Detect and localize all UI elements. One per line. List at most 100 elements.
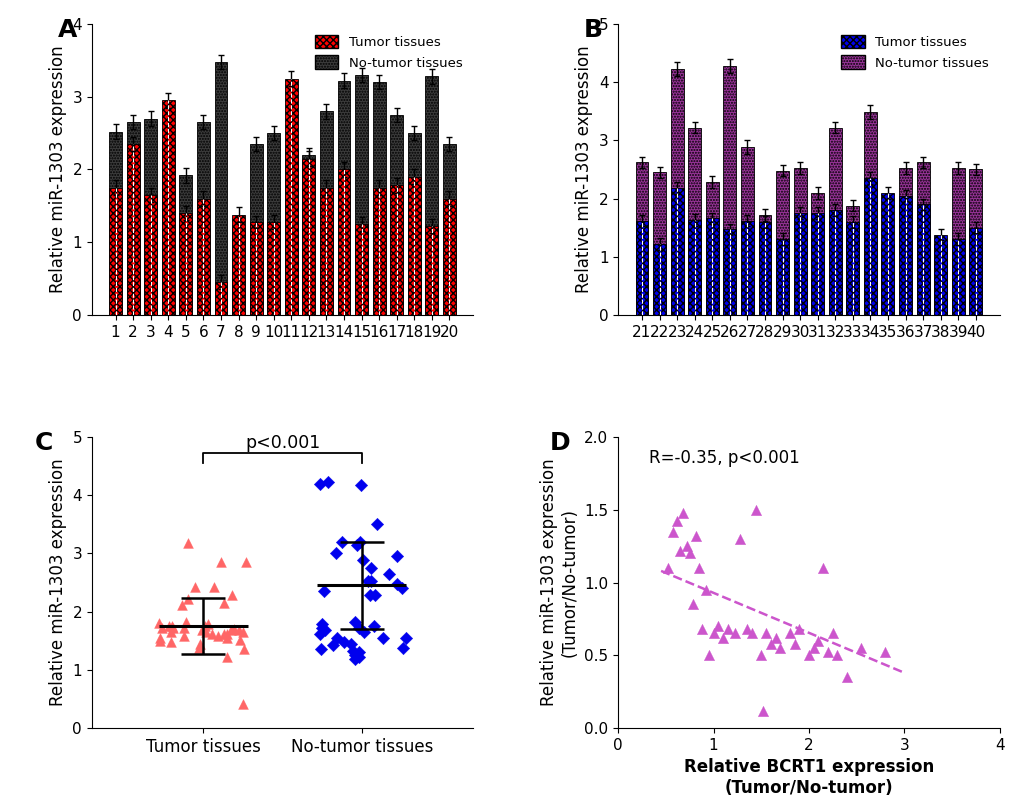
Bar — [916, 162, 928, 315]
Point — [791, 622, 807, 635]
Point — [180, 537, 197, 550]
Point — [197, 619, 213, 632]
Bar — [320, 188, 332, 315]
Point — [329, 631, 345, 644]
Bar — [442, 198, 455, 315]
Point — [809, 634, 825, 647]
Bar — [916, 204, 928, 315]
Bar — [775, 239, 789, 315]
Bar — [179, 175, 193, 315]
Legend: Tumor tissues, No-tumor tissues: Tumor tissues, No-tumor tissues — [837, 30, 993, 74]
Point — [234, 626, 251, 638]
Bar — [775, 170, 789, 315]
Point — [664, 526, 681, 538]
Point — [786, 638, 802, 650]
Point — [752, 649, 768, 662]
Point — [748, 503, 764, 516]
Point — [346, 616, 363, 629]
Bar — [162, 140, 174, 315]
Point — [363, 575, 379, 588]
Bar — [863, 113, 876, 315]
Point — [356, 626, 372, 638]
Bar — [144, 118, 157, 315]
Point — [362, 589, 378, 602]
Point — [684, 598, 700, 610]
Point — [232, 633, 249, 646]
Point — [176, 622, 193, 634]
Bar — [302, 155, 315, 315]
Bar — [688, 127, 700, 315]
Text: D: D — [549, 431, 570, 455]
Text: A: A — [57, 18, 76, 42]
Bar — [442, 144, 455, 315]
Bar — [126, 144, 140, 315]
Point — [876, 646, 893, 658]
Point — [352, 535, 368, 548]
Point — [852, 642, 868, 654]
Point — [152, 634, 168, 647]
Bar — [267, 133, 280, 315]
Point — [198, 626, 214, 638]
Point — [762, 638, 779, 650]
Point — [152, 631, 168, 644]
Bar — [671, 70, 683, 315]
Legend: Tumor tissues, No-tumor tissues: Tumor tissues, No-tumor tissues — [311, 30, 466, 74]
Point — [388, 550, 405, 562]
Text: C: C — [35, 431, 53, 455]
Point — [316, 585, 332, 598]
Point — [380, 567, 396, 580]
Bar — [179, 213, 193, 315]
Bar — [232, 214, 245, 315]
Point — [348, 538, 365, 551]
Bar — [635, 162, 648, 315]
Bar — [810, 213, 823, 315]
Bar — [705, 218, 718, 315]
Point — [366, 589, 382, 602]
Bar — [232, 228, 245, 315]
Point — [151, 617, 167, 630]
Point — [732, 533, 748, 546]
Bar — [951, 239, 964, 315]
Bar — [390, 186, 403, 315]
Point — [312, 643, 328, 656]
Point — [351, 646, 367, 658]
Bar — [250, 222, 262, 315]
Text: B: B — [583, 18, 602, 42]
Point — [213, 556, 229, 569]
Bar — [337, 81, 351, 315]
Bar — [722, 66, 736, 315]
Point — [327, 547, 343, 560]
Point — [312, 627, 328, 640]
Point — [177, 616, 194, 629]
Bar — [933, 244, 947, 315]
Point — [363, 562, 379, 574]
Bar — [671, 188, 683, 315]
Point — [738, 622, 754, 635]
Point — [317, 624, 333, 637]
Bar — [705, 182, 718, 315]
Bar — [828, 210, 841, 315]
Point — [743, 627, 759, 640]
Bar — [408, 177, 420, 315]
Point — [313, 618, 329, 631]
Bar — [355, 75, 368, 315]
Point — [766, 631, 783, 644]
Point — [193, 638, 209, 650]
Point — [366, 620, 382, 633]
Point — [360, 575, 376, 588]
Y-axis label: Relative miR-1303 expression: Relative miR-1303 expression — [575, 46, 593, 294]
Bar — [722, 230, 736, 315]
Bar — [635, 221, 648, 315]
Bar — [688, 220, 700, 315]
Bar — [109, 188, 122, 315]
Point — [351, 650, 367, 663]
Point — [161, 620, 177, 633]
Bar — [214, 62, 227, 315]
Point — [823, 627, 840, 640]
Point — [237, 556, 254, 569]
Point — [781, 627, 797, 640]
Point — [691, 562, 707, 574]
Bar — [810, 193, 823, 315]
Y-axis label: Relative miR-1303 expression: Relative miR-1303 expression — [49, 458, 66, 706]
Point — [314, 622, 330, 634]
